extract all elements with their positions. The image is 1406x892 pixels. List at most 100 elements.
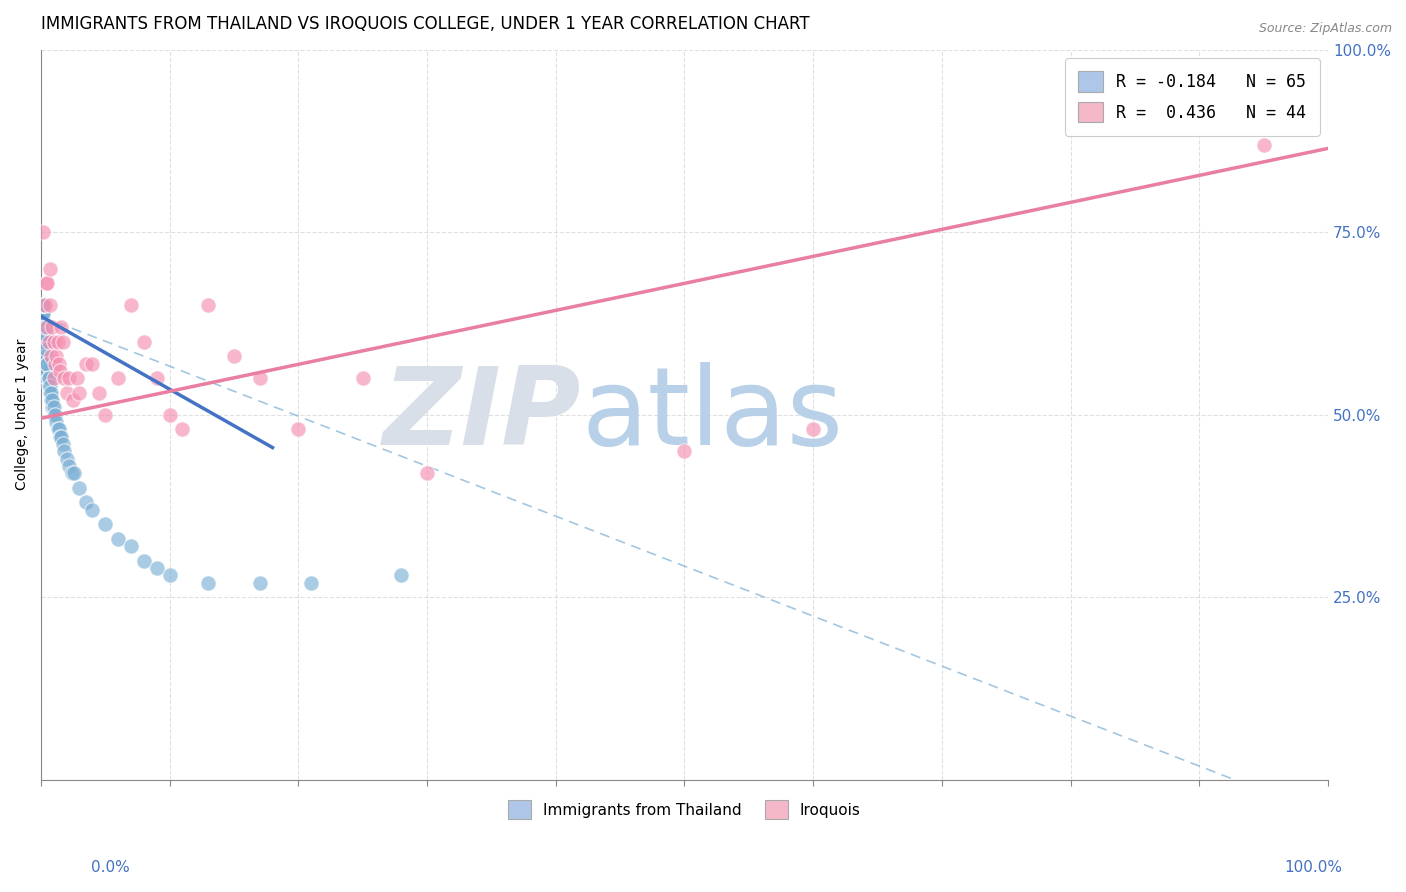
Point xyxy=(48,422,70,436)
Point xyxy=(67,385,90,400)
Point xyxy=(94,408,117,422)
Point xyxy=(62,393,84,408)
Point xyxy=(159,408,181,422)
Point xyxy=(34,327,56,342)
Point xyxy=(94,517,117,532)
Point xyxy=(42,401,65,415)
Point xyxy=(39,393,62,408)
Point xyxy=(87,385,110,400)
Point xyxy=(37,357,59,371)
Point xyxy=(352,371,374,385)
Point xyxy=(38,385,60,400)
Point xyxy=(39,385,62,400)
Point xyxy=(34,327,56,342)
Text: atlas: atlas xyxy=(582,362,844,467)
Point xyxy=(41,320,63,334)
Point xyxy=(42,334,65,349)
Point xyxy=(37,364,59,378)
Point xyxy=(107,371,129,385)
Point xyxy=(32,305,55,319)
Point xyxy=(34,334,56,349)
Point xyxy=(82,502,104,516)
Text: 0.0%: 0.0% xyxy=(91,860,131,874)
Point xyxy=(34,334,56,349)
Point xyxy=(44,408,66,422)
Point xyxy=(32,305,55,319)
Point xyxy=(37,357,59,371)
Point xyxy=(51,429,73,443)
Point xyxy=(53,371,76,385)
Point xyxy=(120,539,142,553)
Point xyxy=(32,298,55,312)
Point xyxy=(55,451,77,466)
Point xyxy=(32,305,55,319)
Point xyxy=(42,408,65,422)
Point xyxy=(60,466,83,480)
Point xyxy=(35,277,58,291)
Point xyxy=(48,357,70,371)
Point xyxy=(38,371,60,385)
Point xyxy=(42,371,65,385)
Point xyxy=(38,378,60,392)
Point xyxy=(58,371,80,385)
Text: IMMIGRANTS FROM THAILAND VS IROQUOIS COLLEGE, UNDER 1 YEAR CORRELATION CHART: IMMIGRANTS FROM THAILAND VS IROQUOIS COL… xyxy=(41,15,810,33)
Point xyxy=(132,334,155,349)
Point xyxy=(38,378,60,392)
Point xyxy=(45,415,67,429)
Text: 100.0%: 100.0% xyxy=(1285,860,1343,874)
Point xyxy=(52,334,75,349)
Point xyxy=(35,349,58,363)
Point xyxy=(132,554,155,568)
Point xyxy=(45,349,67,363)
Point xyxy=(35,342,58,356)
Point xyxy=(34,334,56,349)
Point xyxy=(673,444,696,458)
Point xyxy=(37,371,59,385)
Point xyxy=(222,349,245,363)
Point xyxy=(46,334,69,349)
Point xyxy=(32,313,55,327)
Point xyxy=(37,364,59,378)
Point xyxy=(41,401,63,415)
Text: ZIP: ZIP xyxy=(382,362,582,467)
Point xyxy=(159,568,181,582)
Point xyxy=(32,313,55,327)
Point xyxy=(32,298,55,312)
Point xyxy=(37,371,59,385)
Point xyxy=(249,575,271,590)
Point xyxy=(197,298,219,312)
Point xyxy=(197,575,219,590)
Point xyxy=(53,444,76,458)
Legend: Immigrants from Thailand, Iroquois: Immigrants from Thailand, Iroquois xyxy=(501,793,869,827)
Point xyxy=(39,349,62,363)
Point xyxy=(49,364,72,378)
Point xyxy=(51,320,73,334)
Point xyxy=(82,357,104,371)
Point xyxy=(66,371,89,385)
Point xyxy=(37,277,59,291)
Point xyxy=(145,371,167,385)
Point xyxy=(63,466,86,480)
Point xyxy=(34,298,56,312)
Point xyxy=(52,437,75,451)
Point xyxy=(55,385,77,400)
Point xyxy=(49,429,72,443)
Point xyxy=(172,422,194,436)
Point xyxy=(34,320,56,334)
Point xyxy=(75,357,97,371)
Point xyxy=(44,357,66,371)
Point xyxy=(1253,137,1275,152)
Point xyxy=(249,371,271,385)
Point xyxy=(32,298,55,312)
Point xyxy=(38,334,60,349)
Point xyxy=(299,575,322,590)
Point xyxy=(107,532,129,546)
Point xyxy=(801,422,824,436)
Point xyxy=(41,393,63,408)
Point xyxy=(32,313,55,327)
Point xyxy=(287,422,309,436)
Point xyxy=(145,561,167,575)
Point xyxy=(389,568,412,582)
Point xyxy=(75,495,97,509)
Point xyxy=(32,298,55,312)
